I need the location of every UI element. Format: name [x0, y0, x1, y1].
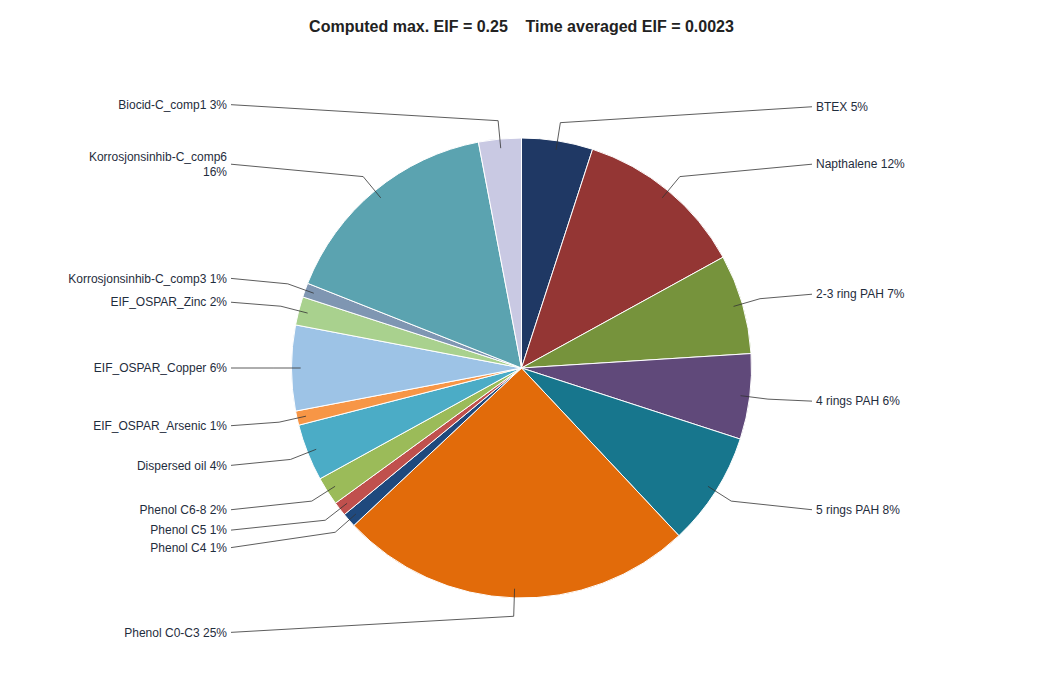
leader-line [231, 589, 515, 633]
slice-label-line: EIF_OSPAR_Zinc 2% [111, 295, 228, 309]
slice-label: Korrosjonsinhib-C_comp3 1% [68, 272, 227, 286]
slice-label-line: EIF_OSPAR_Copper 6% [94, 361, 228, 375]
slice-label-line: EIF_OSPAR_Arsenic 1% [93, 419, 227, 433]
leader-line [231, 514, 356, 548]
slice-label-line: 16% [203, 165, 227, 179]
leader-line [231, 278, 314, 293]
slice-label: BTEX 5% [816, 100, 868, 114]
slice-label-line: Dispersed oil 4% [137, 459, 227, 473]
slice-label-line: BTEX 5% [816, 100, 868, 114]
slice-label-line: Korrosjonsinhib-C_comp6 [89, 150, 227, 164]
slice-label: EIF_OSPAR_Arsenic 1% [93, 419, 227, 433]
slice-label-line: Phenol C0-C3 25% [124, 626, 227, 640]
slice-label: Phenol C0-C3 25% [124, 626, 227, 640]
slice-label: 2-3 ring PAH 7% [816, 287, 905, 301]
leader-line [231, 416, 306, 426]
chart: Computed max. EIF = 0.25 Time averaged E… [0, 0, 1043, 684]
slice-label-line: Korrosjonsinhib-C_comp3 1% [68, 272, 227, 286]
leader-line [231, 503, 347, 530]
slice-label-line: Phenol C6-8 2% [140, 503, 228, 517]
slice-label-line: Phenol C5 1% [150, 523, 227, 537]
slice-label: Korrosjonsinhib-C_comp616% [89, 150, 227, 178]
pie: BTEX 5% Napthalene 12% 2-3 ring PAH 7% 4 ri… [68, 98, 905, 640]
slice-label: Phenol C5 1% [150, 523, 227, 537]
slice-label: Biocid-C_comp1 3% [118, 98, 227, 112]
slice-label: Phenol C6-8 2% [140, 503, 228, 517]
leader-line [231, 368, 301, 369]
background [0, 0, 1043, 684]
leader-line [708, 486, 812, 509]
slice-label-line: Napthalene 12% [816, 157, 905, 171]
leader-line [231, 105, 501, 149]
leader-line [734, 294, 812, 306]
slice-label-line: Biocid-C_comp1 3% [118, 98, 227, 112]
slice-label: Napthalene 12% [816, 157, 905, 171]
pie-slice [522, 257, 752, 368]
title: Computed max. EIF = 0.25 Time averaged E… [309, 18, 734, 35]
leader-line [231, 449, 316, 465]
leader-line [231, 486, 335, 509]
slice-label-line: Phenol C4 1% [150, 541, 227, 555]
slice-label: 4 rings PAH 6% [816, 394, 900, 408]
pie-slice [478, 138, 521, 368]
leader-line [741, 396, 812, 401]
leader-line [231, 302, 308, 313]
slice-label-line: 4 rings PAH 6% [816, 394, 900, 408]
slice-label-line: 5 rings PAH 8% [816, 503, 900, 517]
slice-label: EIF_OSPAR_Zinc 2% [111, 295, 228, 309]
leader-line [662, 164, 812, 198]
slice-label: Phenol C4 1% [150, 541, 227, 555]
slice-label: Dispersed oil 4% [137, 459, 227, 473]
leader-line [231, 164, 381, 198]
leader-line [556, 107, 812, 150]
slice-label-line: 2-3 ring PAH 7% [816, 287, 905, 301]
slice-label: 5 rings PAH 8% [816, 503, 900, 517]
slice-label: EIF_OSPAR_Copper 6% [94, 361, 228, 375]
